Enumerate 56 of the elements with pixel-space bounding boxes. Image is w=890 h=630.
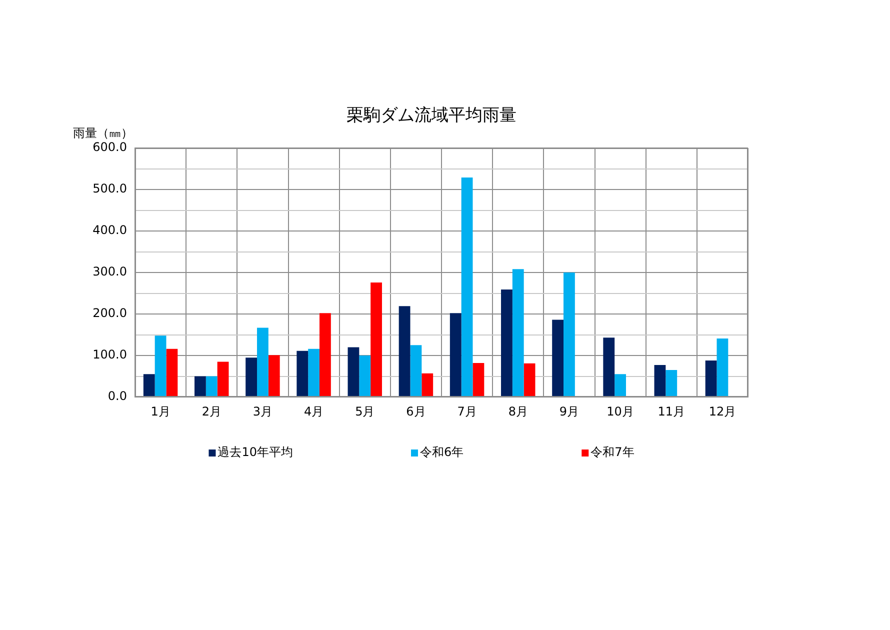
bar bbox=[654, 365, 666, 396]
y-tick-label: 200.0 bbox=[92, 306, 127, 320]
x-tick-label: 1月 bbox=[150, 404, 170, 418]
bar bbox=[564, 272, 575, 396]
bar bbox=[552, 320, 564, 396]
bar bbox=[217, 362, 229, 396]
bar bbox=[166, 348, 178, 396]
bar bbox=[308, 348, 320, 396]
bar bbox=[614, 374, 626, 396]
y-tick-label: 100.0 bbox=[92, 348, 127, 362]
x-tick-label: 8月 bbox=[508, 404, 528, 418]
bar bbox=[246, 358, 258, 396]
y-tick-label: 300.0 bbox=[92, 264, 127, 279]
x-tick-label: 2月 bbox=[202, 404, 222, 418]
x-tick-label: 9月 bbox=[559, 404, 580, 418]
legend-label: 令和7年 bbox=[590, 445, 634, 460]
bar bbox=[705, 360, 717, 396]
bar bbox=[348, 347, 360, 396]
bar bbox=[472, 362, 484, 396]
bar bbox=[450, 313, 462, 396]
bar bbox=[461, 177, 473, 396]
bar bbox=[666, 370, 678, 396]
bar bbox=[206, 376, 218, 396]
y-axis-title: 雨量（㎜） bbox=[73, 126, 133, 140]
x-tick-label: 6月 bbox=[406, 404, 426, 418]
y-tick-label: 600.0 bbox=[92, 140, 127, 154]
bar bbox=[716, 338, 728, 396]
x-tick-label: 4月 bbox=[304, 404, 324, 418]
bar bbox=[257, 328, 268, 396]
legend-label: 過去10年平均 bbox=[218, 445, 294, 460]
x-tick-label: 7月 bbox=[457, 404, 477, 418]
x-tick-label: 5月 bbox=[355, 404, 375, 418]
legend-label: 令和6年 bbox=[420, 445, 464, 460]
bar bbox=[370, 282, 382, 396]
y-tick-label: 0.0 bbox=[108, 389, 127, 404]
bar bbox=[410, 345, 422, 396]
bar bbox=[319, 313, 331, 396]
bar bbox=[359, 356, 371, 396]
bar bbox=[524, 363, 536, 396]
bar bbox=[143, 374, 155, 396]
bar bbox=[603, 338, 615, 396]
bar bbox=[422, 373, 434, 396]
bar bbox=[501, 290, 512, 396]
bar bbox=[398, 306, 410, 396]
bar bbox=[268, 355, 280, 396]
bar bbox=[194, 376, 206, 396]
bar bbox=[296, 350, 308, 396]
bar bbox=[154, 336, 166, 396]
chart-title: 栗駒ダム流域平均雨量 bbox=[346, 105, 516, 126]
y-tick-label: 500.0 bbox=[92, 182, 127, 196]
bar bbox=[512, 269, 524, 396]
x-tick-label: 11月 bbox=[658, 404, 686, 418]
x-tick-label: 12月 bbox=[708, 404, 736, 418]
y-tick-label: 400.0 bbox=[92, 223, 127, 238]
x-tick-label: 10月 bbox=[606, 404, 634, 418]
x-tick-label: 3月 bbox=[252, 404, 273, 418]
